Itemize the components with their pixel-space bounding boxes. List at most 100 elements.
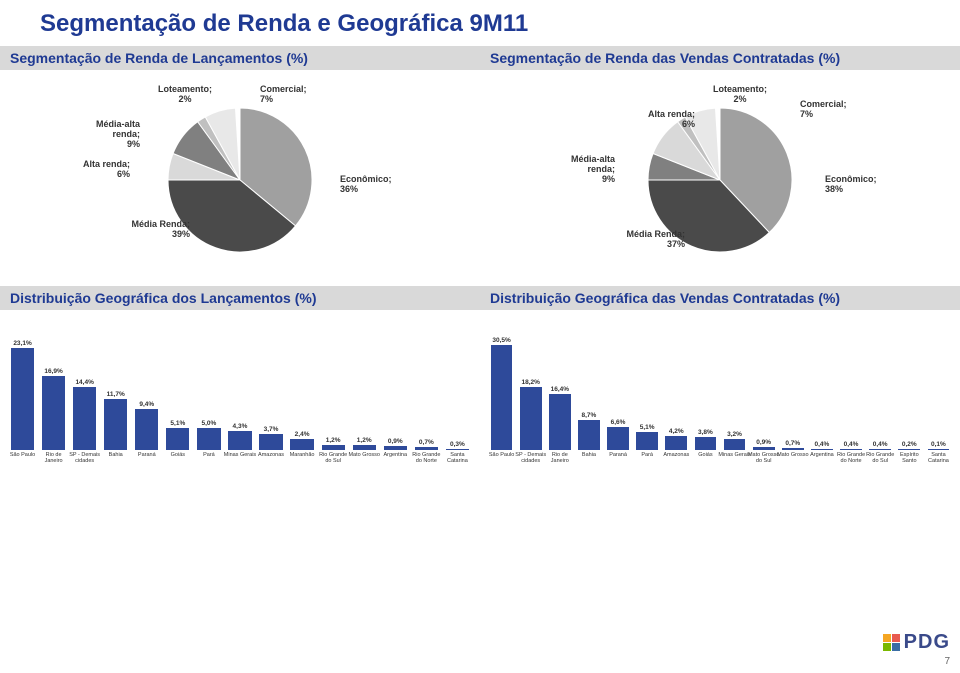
bar-rect: [782, 448, 804, 450]
bar-column: 0,3%Santa Catarina: [443, 320, 472, 450]
bar-column: 4,3%Minas Gerais: [225, 320, 254, 450]
bar-column: 0,4%Rio Grande do Sul: [867, 320, 894, 450]
bar-category-label: Rio Grande do Sul: [316, 452, 351, 464]
bar-value-label: 5,1%: [640, 424, 655, 431]
bar-value-label: 9,4%: [139, 401, 154, 408]
footer: PDG 7: [883, 631, 950, 667]
bar-rect: [322, 445, 345, 450]
bar-value-label: 0,3%: [450, 441, 465, 448]
bar-category-label: Pará: [631, 452, 664, 458]
bar-value-label: 23,1%: [13, 340, 31, 347]
bar-value-label: 0,1%: [931, 441, 946, 448]
pie-slice-label: Média Renda;37%: [615, 230, 685, 250]
bar-category-label: Argentina: [806, 452, 839, 458]
pie-slice-label: Alta renda;6%: [625, 110, 695, 130]
pie-slice-label: Média-alta renda;9%: [545, 155, 615, 185]
bar-column: 6,6%Paraná: [605, 320, 632, 450]
bar-rect: [415, 447, 438, 450]
page-number: 7: [944, 656, 950, 667]
logo-text: PDG: [904, 631, 950, 654]
bar-value-label: 0,7%: [785, 440, 800, 447]
bar-category-label: São Paulo: [485, 452, 518, 458]
bar-value-label: 3,2%: [727, 431, 742, 438]
bar-right-half: Distribuição Geográfica das Vendas Contr…: [480, 286, 960, 480]
bar-column: 18,2%SP - Demais cidades: [517, 320, 544, 450]
pie-slice-label: Loteamento;2%: [150, 85, 220, 105]
bar-right-subtitle: Distribuição Geográfica das Vendas Contr…: [480, 286, 960, 310]
bar-column: 0,9%Mato Grosso do Sul: [750, 320, 777, 450]
bar-rect: [197, 428, 220, 450]
bar-column: 5,0%Pará: [194, 320, 223, 450]
bar-left-chart: 23,1%São Paulo16,9%Rio de Janeiro14,4%SP…: [0, 310, 480, 480]
bar-category-label: Rio Grande do Sul: [864, 452, 897, 464]
bar-column: 0,4%Argentina: [808, 320, 835, 450]
bar-column: 0,4%Rio Grande do Norte: [838, 320, 865, 450]
bar-column: 0,2%Espírito Santo: [896, 320, 923, 450]
pdg-logo: PDG: [883, 631, 950, 654]
bar-value-label: 14,4%: [75, 379, 93, 386]
pie-slice-label: Loteamento;2%: [705, 85, 775, 105]
pie-left-half: Segmentação de Renda de Lançamentos (%) …: [0, 46, 480, 280]
bar-category-label: Rio de Janeiro: [36, 452, 71, 464]
pie-left-subtitle: Segmentação de Renda de Lançamentos (%): [0, 46, 480, 70]
bar-rect: [259, 434, 282, 450]
bar-category-label: Maranhão: [285, 452, 320, 458]
bar-column: 3,2%Minas Gerais: [721, 320, 748, 450]
bar-category-label: Pará: [191, 452, 226, 458]
pie-slice-label: Média Renda;39%: [120, 220, 190, 240]
bar-category-label: Paraná: [129, 452, 164, 458]
bar-rect: [520, 387, 542, 450]
bar-value-label: 11,7%: [107, 391, 125, 398]
bar-value-label: 0,4%: [844, 441, 859, 448]
bar-rect: [42, 376, 65, 450]
bar-column: 14,4%SP - Demais cidades: [70, 320, 99, 450]
bar-column: 9,4%Paraná: [132, 320, 161, 450]
bar-rect: [290, 439, 313, 450]
bar-value-label: 6,6%: [611, 419, 626, 426]
bar-category-label: Espírito Santo: [893, 452, 926, 464]
bar-rect: [753, 447, 775, 450]
bar-category-label: São Paulo: [5, 452, 40, 458]
bar-rect: [869, 449, 891, 450]
bar-category-label: Rio Grande do Norte: [409, 452, 444, 464]
bar-row: Distribuição Geográfica dos Lançamentos …: [0, 286, 960, 480]
bar-rect: [811, 449, 833, 450]
pie-slice-label: Comercial;7%: [260, 85, 330, 105]
bar-rect: [636, 432, 658, 450]
bar-rect: [384, 446, 407, 450]
pie-slice-label: Econômico;36%: [340, 175, 410, 195]
bar-category-label: Bahia: [98, 452, 133, 458]
bar-column: 5,1%Goiás: [163, 320, 192, 450]
bar-rect: [135, 409, 158, 450]
bar-column: 5,1%Pará: [634, 320, 661, 450]
pie-slice-label: Alta renda;6%: [60, 160, 130, 180]
bar-column: 11,7%Bahia: [101, 320, 130, 450]
bar-right-chart: 30,5% São Paulo 18,2%SP - Demais cidades 16…: [480, 310, 960, 480]
bar-value-label: 4,3%: [233, 423, 248, 430]
bar-value-label: 3,7%: [264, 426, 279, 433]
bar-value-label: 1,2%: [357, 437, 372, 444]
bar-column: 0,7%Mato Grosso: [779, 320, 806, 450]
bar-rect: [11, 348, 34, 450]
bar-rect: [104, 399, 127, 450]
bar-category-label: SP - Demais cidades: [67, 452, 102, 464]
bar-category-label: Paraná: [602, 452, 635, 458]
bar-category-label: Santa Catarina: [922, 452, 955, 464]
bar-category-label: Argentina: [378, 452, 413, 458]
bar-rect: [928, 449, 950, 450]
bar-category-label: Mato Grosso do Sul: [747, 452, 780, 464]
bar-column: 1,2%Mato Grosso: [350, 320, 379, 450]
bar-value-label: 2,4%: [295, 431, 310, 438]
bar-rect: [898, 449, 920, 450]
bar-value-label: 16,4%: [551, 386, 569, 393]
bar-category-label: Mato Grosso: [347, 452, 382, 458]
bar-value-label: 4,2%: [669, 428, 684, 435]
bar-value-label: 30,5%: [492, 337, 510, 344]
bar-column: 3,7%Amazonas: [257, 320, 286, 450]
bar-column: 0,7%Rio Grande do Norte: [412, 320, 441, 450]
pie-slice-label: Comercial;7%: [800, 100, 870, 120]
bar-column: 8,7%Bahia: [575, 320, 602, 450]
bar-category-label: Bahia: [573, 452, 606, 458]
bar-rect: [491, 345, 513, 450]
pie-slice-label: Econômico;38%: [825, 175, 895, 195]
